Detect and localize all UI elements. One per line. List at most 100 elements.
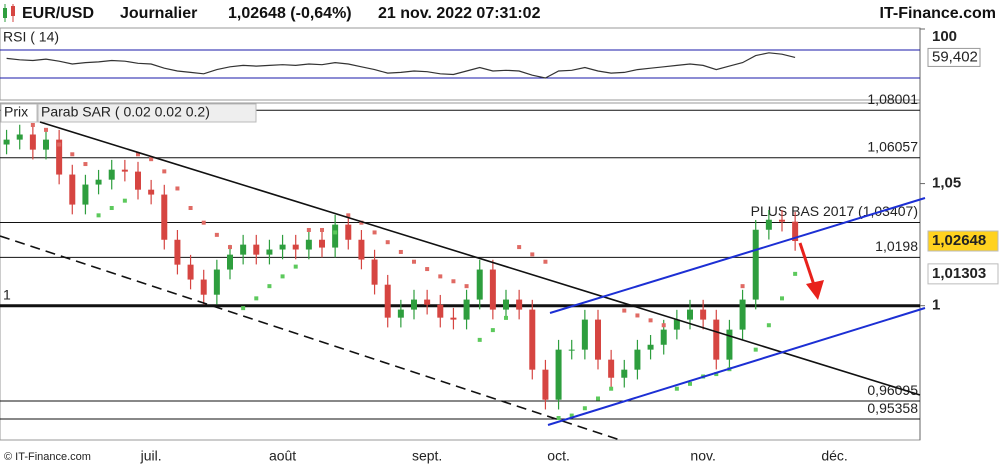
candle-body <box>752 229 759 300</box>
level-label: 1,06057 <box>867 138 918 154</box>
candle-body <box>174 239 181 265</box>
analysis <box>0 121 926 441</box>
sar-dot <box>635 313 640 318</box>
candle-body <box>581 319 588 350</box>
sar-dot <box>688 381 692 386</box>
candle-body <box>227 254 233 270</box>
candle-body <box>43 139 49 150</box>
candle-body <box>595 319 601 360</box>
sar-dot <box>228 245 232 250</box>
candle-body <box>279 244 286 250</box>
candle-body <box>568 349 575 351</box>
sar-dot <box>201 220 206 225</box>
sar-dot <box>766 323 771 328</box>
y-tick-label: 1,05 <box>932 175 961 192</box>
sar-dot <box>438 274 443 279</box>
footer: © IT-Finance.com <box>4 451 91 463</box>
price-tag-label: 1,01303 <box>932 265 986 282</box>
sar-dot <box>372 230 377 235</box>
candle-body <box>542 369 549 400</box>
candle-body <box>240 244 247 255</box>
sar-dot <box>582 406 587 411</box>
sar-dot <box>149 157 154 162</box>
datetime: 21 nov. 2022 07:31:02 <box>378 5 541 22</box>
candle-body <box>345 224 352 240</box>
sar-dot <box>57 142 62 147</box>
candle-body <box>82 184 89 205</box>
sar-dot <box>596 396 600 401</box>
candle-body <box>687 309 693 320</box>
sar-dot <box>504 315 508 320</box>
candle-body <box>384 284 391 318</box>
candle-body <box>135 171 141 190</box>
legend-entry: Parab SAR ( 0.02 0.02 0.2) <box>41 104 210 120</box>
candle-body <box>792 221 799 242</box>
sar-dot <box>780 296 784 301</box>
sar-dot <box>162 169 167 174</box>
candle-body <box>713 319 720 360</box>
candle-body <box>56 139 63 175</box>
candle-body <box>121 169 128 172</box>
level-label: 1,08001 <box>867 91 918 107</box>
candle-body <box>621 369 628 378</box>
symbol: EUR/USD <box>22 5 94 22</box>
legend-box <box>37 103 257 123</box>
sar-dot <box>293 264 298 269</box>
brand: IT-Finance.com <box>880 5 996 22</box>
sar-dot <box>70 152 75 157</box>
candle-body <box>148 189 155 195</box>
candle-body <box>305 239 312 250</box>
level-label: PLUS BAS 2017 (1,03407) <box>751 203 918 219</box>
candle-body <box>108 169 115 180</box>
candle-body <box>503 299 509 310</box>
candle-body <box>411 299 417 310</box>
candle-body <box>319 239 325 248</box>
candle-body <box>292 244 299 250</box>
price-tag <box>927 263 999 285</box>
x-tick-label: juil. <box>140 448 162 464</box>
sar-dot <box>359 220 364 225</box>
candle-body <box>489 269 496 310</box>
sar-dot <box>793 271 798 276</box>
candle-body <box>253 244 260 255</box>
x-tick-label: oct. <box>547 448 570 464</box>
rsi-last-label: 59,402 <box>932 48 978 65</box>
candle-body <box>739 299 746 330</box>
candle-body <box>266 249 273 255</box>
sar-dot <box>398 249 403 254</box>
sar-dot <box>425 267 430 272</box>
level-label: 0,96095 <box>867 382 918 398</box>
sar-dot <box>96 213 101 218</box>
candle-body <box>700 309 707 320</box>
candle-body <box>3 139 10 145</box>
x-tick-label: déc. <box>821 448 847 464</box>
sar-dot <box>267 284 272 289</box>
sar-dot <box>214 232 219 237</box>
candle-body <box>450 317 457 320</box>
sar-dot <box>385 240 390 245</box>
candle-body <box>765 219 772 230</box>
level-label: 0,95358 <box>867 400 918 416</box>
candle-body <box>213 269 220 295</box>
sar-dot <box>175 186 180 191</box>
candle-body <box>634 349 641 370</box>
sar-dot <box>740 284 745 289</box>
legend-box <box>0 103 38 123</box>
rsi-line <box>6 52 796 79</box>
sar-dot <box>333 230 338 235</box>
candle-body <box>726 329 733 360</box>
candle-body <box>187 264 194 280</box>
sar-dot <box>714 372 719 377</box>
sar-dot <box>556 416 561 421</box>
candle-body <box>647 344 654 350</box>
sar-dot <box>609 386 614 391</box>
rsi-title: RSI ( 14) <box>3 29 59 45</box>
price-tag <box>927 230 999 252</box>
candle-body <box>476 269 483 300</box>
sar-dot <box>543 259 548 264</box>
sar-dot <box>254 296 259 301</box>
price-tag-label: 1,02648 <box>932 232 986 249</box>
sar-dot <box>346 213 351 218</box>
candle-body <box>424 299 431 305</box>
